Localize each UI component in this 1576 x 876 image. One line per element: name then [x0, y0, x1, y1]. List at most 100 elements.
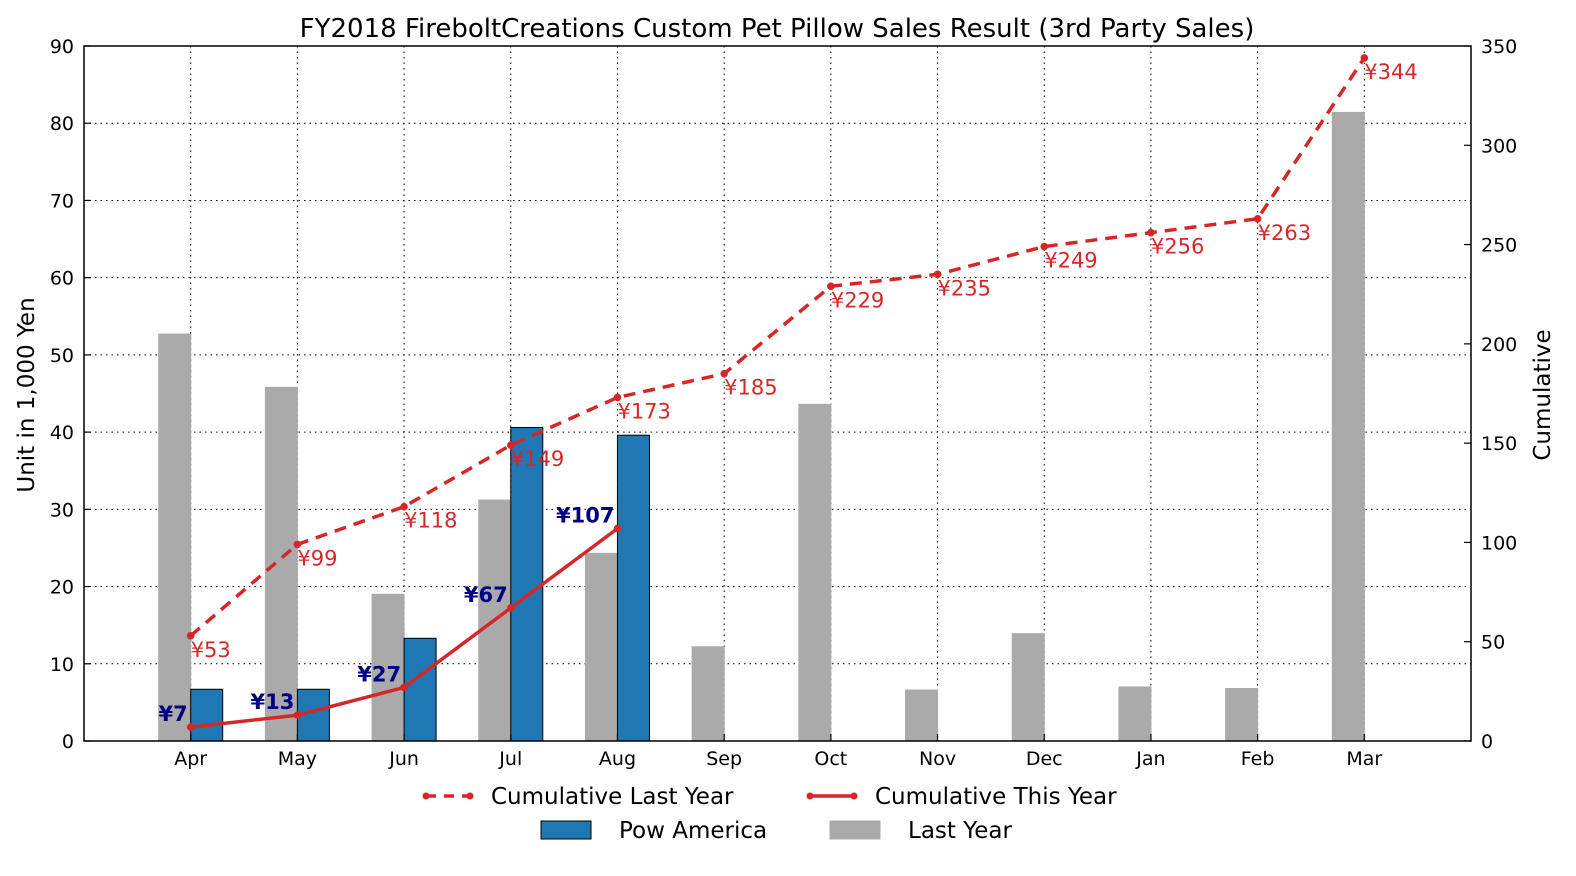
cumulative-this-year-label: ¥27 [357, 662, 401, 686]
grid [84, 46, 1471, 741]
y-tick-label: 50 [50, 345, 74, 367]
y-tick-label: 80 [50, 113, 74, 135]
cumulative-last-year-label: ¥99 [297, 546, 337, 570]
legend-pow-america-text: Pow America [619, 818, 767, 844]
bar-last-year [1118, 686, 1152, 742]
legend-cumulative-this-year-text: Cumulative This Year [875, 784, 1117, 810]
cumulative-last-year-point [1147, 228, 1155, 237]
bar-last-year [1331, 111, 1365, 742]
bar-pow-america [190, 688, 224, 742]
y2-tick-label: 350 [1481, 36, 1517, 58]
y2-tick-label: 300 [1481, 135, 1517, 157]
x-tick-label: Jan [1135, 748, 1165, 770]
x-tick-label: Apr [174, 748, 207, 770]
cumulative-last-year-label: ¥118 [404, 509, 457, 533]
legend-cumulative-this-year-marker [850, 792, 858, 800]
x-tick-label: Jun [388, 748, 419, 770]
cumulative-this-year-point [506, 604, 515, 612]
cumulative-last-year-point [613, 393, 622, 402]
bar-last-year [264, 386, 298, 742]
cumulative-last-year-label: ¥229 [831, 288, 884, 312]
legend-last-year-swatch [829, 820, 881, 840]
y-tick-label: 40 [50, 422, 74, 444]
y-tick-label: 60 [50, 268, 74, 290]
legend-cumulative-this-year: Cumulative This Year [806, 784, 1117, 810]
legend-pow-america: Pow America [540, 818, 767, 844]
x-tick-label: Mar [1346, 748, 1382, 770]
cumulative-last-year-point [400, 502, 408, 511]
cumulative-this-year-point [400, 683, 408, 692]
y-tick-label: 90 [50, 36, 74, 58]
legend-cumulative-last-year-marker [422, 792, 430, 800]
ticks: 0 10 20 30 40 50 60 70 80 90 0 50 100 150 200 250 300 350… [50, 36, 1517, 770]
x-tick-label: Feb [1241, 748, 1275, 770]
cumulative-this-year-point [613, 524, 622, 533]
bar-last-year [691, 646, 725, 742]
cumulative-last-year-label: ¥173 [617, 399, 670, 423]
x-tick-label: Oct [814, 748, 847, 770]
cumulative-last-year-label: ¥149 [511, 447, 564, 471]
legend-cumulative-this-year-marker [806, 792, 814, 800]
legend-last-year-text: Last Year [908, 818, 1012, 844]
y-tick-label: 30 [50, 499, 74, 521]
y-tick-label: 0 [62, 731, 74, 753]
y2-tick-label: 0 [1481, 731, 1493, 753]
y2-tick-label: 150 [1481, 433, 1517, 455]
bar-pow-america [510, 426, 544, 742]
cumulative-last-year-label: ¥263 [1258, 221, 1311, 245]
cumulative-last-year-line [189, 56, 1366, 638]
y-axis-label: Unit in 1,000 Yen [14, 297, 40, 492]
cumulative-last-year-point [293, 540, 302, 549]
x-tick-label: May [278, 748, 317, 770]
cumulative-this-year-label: ¥107 [556, 504, 614, 528]
x-tick-label: Nov [919, 748, 956, 770]
cumulative-last-year-point [506, 441, 515, 449]
legend-pow-america-swatch [540, 820, 592, 840]
cumulative-last-year-label: ¥256 [1151, 235, 1204, 259]
cumulative-last-year-point [186, 631, 195, 640]
cumulative-last-year-label: ¥53 [191, 638, 231, 662]
y2-tick-label: 200 [1481, 334, 1517, 356]
cumulative-last-year-point [1040, 242, 1049, 251]
cumulative-this-year-label: ¥13 [251, 690, 295, 714]
cumulative-this-year-point [186, 723, 195, 731]
x-tick-label: Aug [599, 748, 636, 770]
x-tick-label: Jul [498, 748, 522, 770]
cumulative-last-year-label: ¥344 [1364, 60, 1417, 84]
cumulative-last-year-point [827, 282, 835, 291]
bar-last-year [905, 689, 939, 742]
y-tick-label: 10 [50, 654, 74, 676]
cumulative-last-year-point [720, 369, 728, 378]
plot-frame [83, 45, 1472, 742]
cumulative-last-year-point [1253, 214, 1262, 223]
legend-last-year: Last Year [829, 818, 1012, 844]
x-tick-label: Sep [706, 748, 742, 770]
legend: Cumulative Last Year Cumulative This Year… [422, 784, 1117, 844]
bar-pow-america [616, 434, 650, 742]
cumulative-last-year-label: ¥249 [1044, 249, 1097, 273]
y-tick-label: 70 [50, 190, 74, 212]
x-tick-label: Dec [1026, 748, 1063, 770]
y2-tick-label: 50 [1481, 632, 1505, 654]
bar-last-year [584, 552, 618, 742]
cumulative-this-year-label: ¥7 [158, 702, 187, 726]
cumulative-last-year-point [1360, 54, 1369, 62]
cumulative-this-year-label: ¥67 [464, 583, 508, 607]
cumulative-last-year-label: ¥235 [938, 276, 991, 300]
legend-cumulative-last-year-text: Cumulative Last Year [491, 784, 734, 810]
chart-title: FY2018 FireboltCreations Custom Pet Pill… [300, 14, 1255, 44]
bar-last-year [798, 403, 832, 742]
lines [186, 54, 1369, 731]
y2-axis-label: Cumulative [1530, 329, 1556, 460]
bar-pow-america [403, 637, 437, 742]
bar-last-year [1011, 633, 1045, 742]
y2-tick-label: 100 [1481, 532, 1517, 554]
legend-cumulative-last-year-marker [466, 792, 474, 800]
cumulative-last-year-label: ¥185 [724, 376, 777, 400]
bar-last-year [1225, 687, 1259, 742]
bars [158, 111, 1365, 742]
cumulative-last-year-point [933, 270, 942, 279]
point-labels: ¥53 ¥99 ¥118 ¥149 ¥173 ¥185 ¥229 ¥235 ¥249 ¥256 ¥2… [158, 60, 1417, 726]
